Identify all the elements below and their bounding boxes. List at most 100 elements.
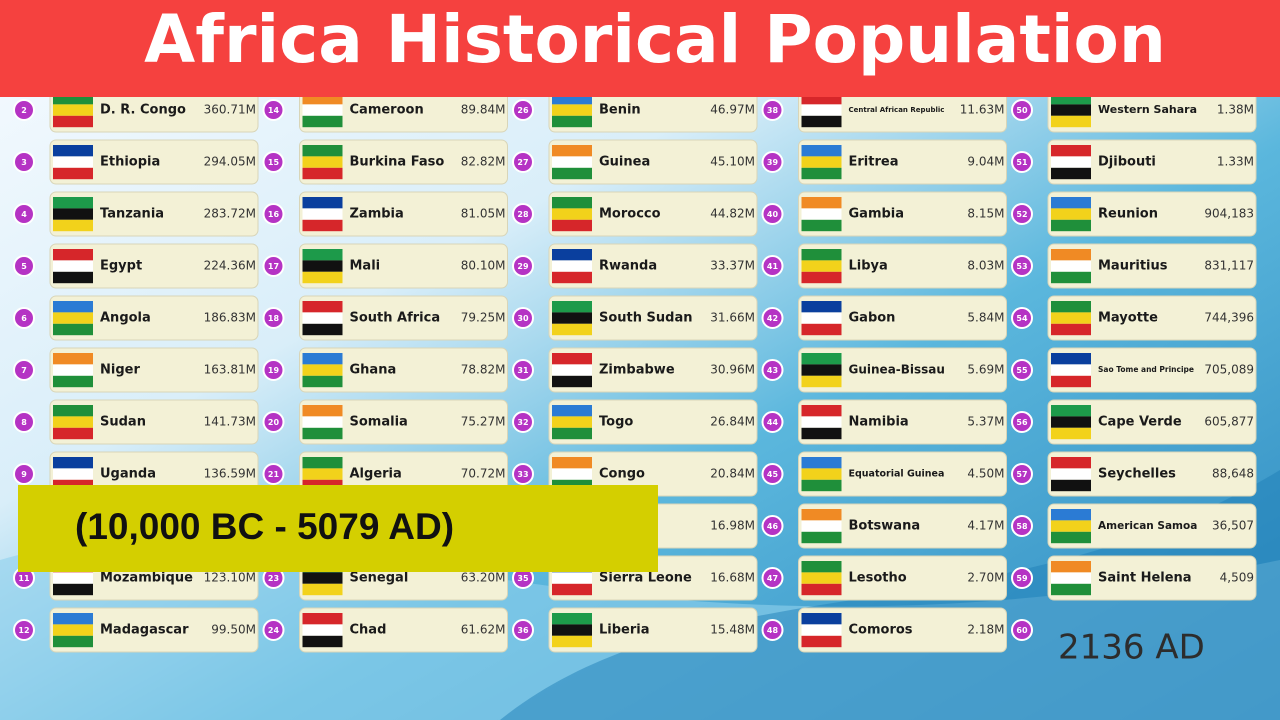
population: 11.63M xyxy=(960,103,1005,117)
rank-badge xyxy=(1011,255,1033,277)
rank: 44 xyxy=(767,418,779,427)
rank-badge xyxy=(761,515,784,537)
country-card xyxy=(548,607,758,653)
flag-stripe xyxy=(302,353,343,365)
flag xyxy=(302,93,343,128)
population: 605,877 xyxy=(1204,415,1254,429)
flag-stripe xyxy=(1051,416,1091,428)
country-card xyxy=(548,139,758,185)
population: 163.81M xyxy=(204,363,256,377)
rank-badge xyxy=(262,619,285,641)
rank-badge xyxy=(262,307,285,329)
year-label: 2136 AD xyxy=(1058,628,1205,668)
flag-stripe xyxy=(1051,353,1091,365)
rank: 50 xyxy=(1016,106,1028,115)
country-row: 4 Tanzania 283.72M xyxy=(13,191,259,237)
rank: 9 xyxy=(21,470,27,479)
flag-stripe xyxy=(801,353,842,365)
country-row: 42 Gabon 5.84M xyxy=(761,295,1007,341)
country-row: 29 Rwanda 33.37M xyxy=(512,243,758,289)
flag-stripe xyxy=(552,197,592,209)
country-name: Tanzania xyxy=(100,207,164,222)
flag-stripe xyxy=(801,104,842,116)
rank: 40 xyxy=(767,210,779,219)
rank: 12 xyxy=(18,626,29,635)
rank-badge xyxy=(512,411,534,433)
rank: 58 xyxy=(1016,522,1028,531)
flag-stripe xyxy=(302,624,343,636)
country-row: 30 South Sudan 31.66M xyxy=(512,295,758,341)
flag-stripe xyxy=(801,260,842,272)
rank: 20 xyxy=(268,418,280,427)
flag-stripe xyxy=(1051,260,1091,272)
country-name: Niger xyxy=(100,363,140,378)
rank-badge xyxy=(13,203,35,225)
flag-stripe xyxy=(801,531,842,544)
country-name: Western Sahara xyxy=(1098,103,1197,116)
population: 186.83M xyxy=(204,311,256,325)
population: 1.38M xyxy=(1217,103,1254,117)
country-card xyxy=(798,295,1007,341)
population: 1.33M xyxy=(1217,155,1254,169)
flag-stripe xyxy=(552,93,592,105)
title-bar xyxy=(0,0,1280,97)
country-name: Angola xyxy=(100,311,151,326)
country-row: 3 Ethiopia 294.05M xyxy=(13,139,259,185)
flag-stripe xyxy=(1051,323,1091,336)
rank-badge xyxy=(1011,515,1033,537)
country-row: 6 Angola 186.83M xyxy=(13,295,259,341)
flag-stripe xyxy=(53,583,93,596)
flag xyxy=(801,509,842,544)
flag-stripe xyxy=(801,613,842,625)
country-name: Comoros xyxy=(849,623,913,638)
flag-stripe xyxy=(552,468,592,480)
country-card xyxy=(49,607,259,653)
country-row: 46 Botswana 4.17M xyxy=(761,503,1007,549)
rank-badge xyxy=(761,255,784,277)
rank-badge xyxy=(761,359,784,381)
rank: 30 xyxy=(517,314,529,323)
rank: 32 xyxy=(517,418,528,427)
population: 36,507 xyxy=(1212,519,1254,533)
flag-stripe xyxy=(801,509,842,521)
flag-stripe xyxy=(53,624,93,636)
country-row: 43 Guinea-Bissau 5.69M xyxy=(761,347,1007,393)
flag-stripe xyxy=(302,416,343,428)
rank-badge xyxy=(262,203,285,225)
population: 70.72M xyxy=(461,467,506,481)
country-row: 48 Comoros 2.18M xyxy=(761,607,1007,653)
flag-stripe xyxy=(1051,468,1091,480)
flag-stripe xyxy=(801,197,842,209)
country-row: 54 Mayotte 744,396 xyxy=(1011,295,1257,341)
rank: 39 xyxy=(767,158,779,167)
flag-stripe xyxy=(552,249,592,261)
flag-stripe xyxy=(1051,219,1091,232)
rank: 48 xyxy=(767,626,779,635)
flag-stripe xyxy=(53,613,93,625)
flag-stripe xyxy=(53,197,93,209)
flag xyxy=(53,145,93,180)
rank-badge xyxy=(761,151,784,173)
country-name: Gabon xyxy=(849,311,896,326)
flag-stripe xyxy=(801,427,842,440)
flag-stripe xyxy=(53,572,93,584)
rank: 54 xyxy=(1016,314,1028,323)
flag xyxy=(302,613,343,648)
rank: 4 xyxy=(21,210,27,219)
flag-stripe xyxy=(1051,271,1091,284)
flag xyxy=(53,301,93,336)
flag-stripe xyxy=(53,93,93,105)
flag-stripe xyxy=(801,572,842,584)
rank: 38 xyxy=(767,106,779,115)
rank-badge xyxy=(761,463,784,485)
rank-badge xyxy=(1011,151,1033,173)
country-row: 24 Chad 61.62M xyxy=(262,607,508,653)
country-row: 7 Niger 163.81M xyxy=(13,347,259,393)
country-card xyxy=(548,191,758,237)
flag-stripe xyxy=(801,145,842,157)
flag xyxy=(302,353,343,388)
country-name: Central African Republic xyxy=(849,106,945,114)
flag-stripe xyxy=(552,145,592,157)
country-name: Togo xyxy=(599,415,633,430)
country-card xyxy=(1047,243,1257,289)
